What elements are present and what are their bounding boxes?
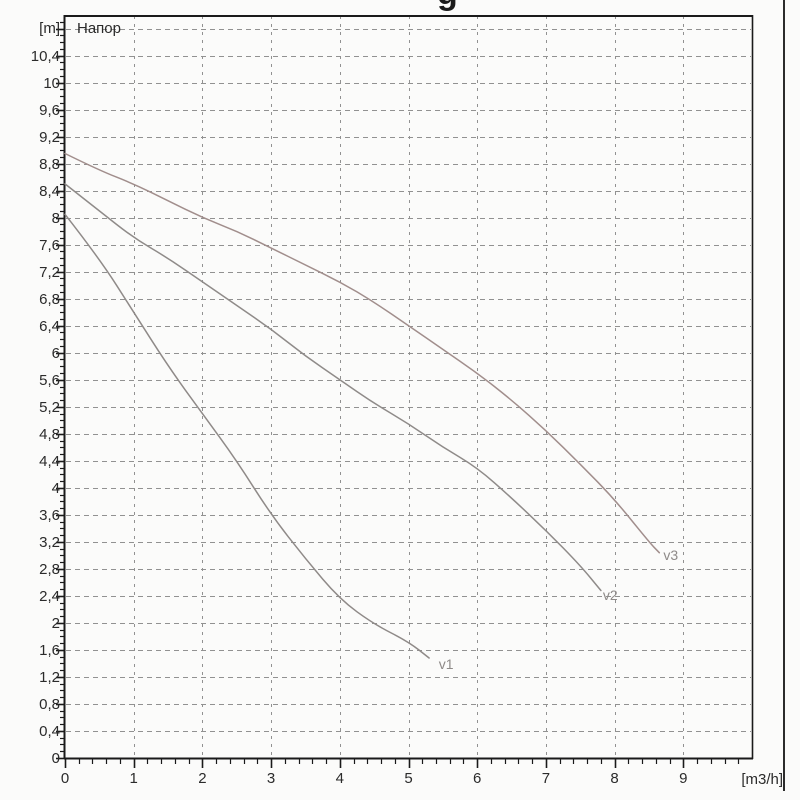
y-tick-label: 0,8 [39,696,60,713]
y-tick-label: 10 [43,75,60,92]
y-tick-label: 6,4 [39,318,60,335]
x-tick-label: 2 [198,770,206,787]
x-tick-label: 1 [130,770,138,787]
y-axis-unit-label: [m] [39,20,60,37]
y-tick-label: 7,2 [39,264,60,281]
y-tick-label: 7,6 [39,237,60,254]
x-tick-label: 4 [336,770,344,787]
curve-v1 [64,213,430,659]
y-tick-label: 2,4 [39,588,60,605]
y-tick-label: 6 [52,345,60,362]
x-axis-unit-label: [m3/h] [741,771,783,788]
chart-generated-layer: 0 0,4 0,8 1,2 1,6 2 2,4 2,8 3,2 3,6 4 4,4 4,8 5,2 5,6 6… [31,15,754,787]
y-tick-label: 8,4 [39,183,60,200]
y-tick-label: 10,4 [31,48,60,65]
curve-v2 [64,183,602,592]
y-axis-name-label: Напор [77,20,121,37]
curve-label-v3: v3 [663,547,678,563]
x-tick-label: 7 [542,770,550,787]
y-tick-label: 1,2 [39,669,60,686]
x-tick-label: 6 [473,770,481,787]
y-tick-label: 2,8 [39,561,60,578]
x-tick-label: 9 [679,770,687,787]
y-tick-label: 9,2 [39,129,60,146]
y-tick-label: 5,6 [39,372,60,389]
y-tick-label: 4,4 [39,453,60,470]
x-tick-label: 0 [61,770,69,787]
y-tick-label: 0 [52,750,60,767]
y-tick-label: 3,6 [39,507,60,524]
y-tick-label: 2 [52,615,60,632]
y-tick-label: 8 [52,210,60,227]
y-tick-label: 4,8 [39,426,60,443]
y-tick-label: 6,8 [39,291,60,308]
x-tick-label: 3 [267,770,275,787]
curve-v3 [64,152,661,554]
y-tick-label: 5,2 [39,399,60,416]
scan-edge-line [783,0,785,791]
y-tick-label: 3,2 [39,534,60,551]
x-tick-label: 5 [404,770,412,787]
y-tick-label: 9,6 [39,102,60,119]
chart-title-cropped: g [437,0,458,13]
x-tick-label: 8 [610,770,618,787]
y-tick-label: 8,8 [39,156,60,173]
curve-label-v2: v2 [603,587,618,603]
y-tick-label: 4 [52,480,60,497]
curve-label-v1: v1 [439,656,454,672]
y-tick-label: 1,6 [39,642,60,659]
y-tick-label: 0,4 [39,723,60,740]
